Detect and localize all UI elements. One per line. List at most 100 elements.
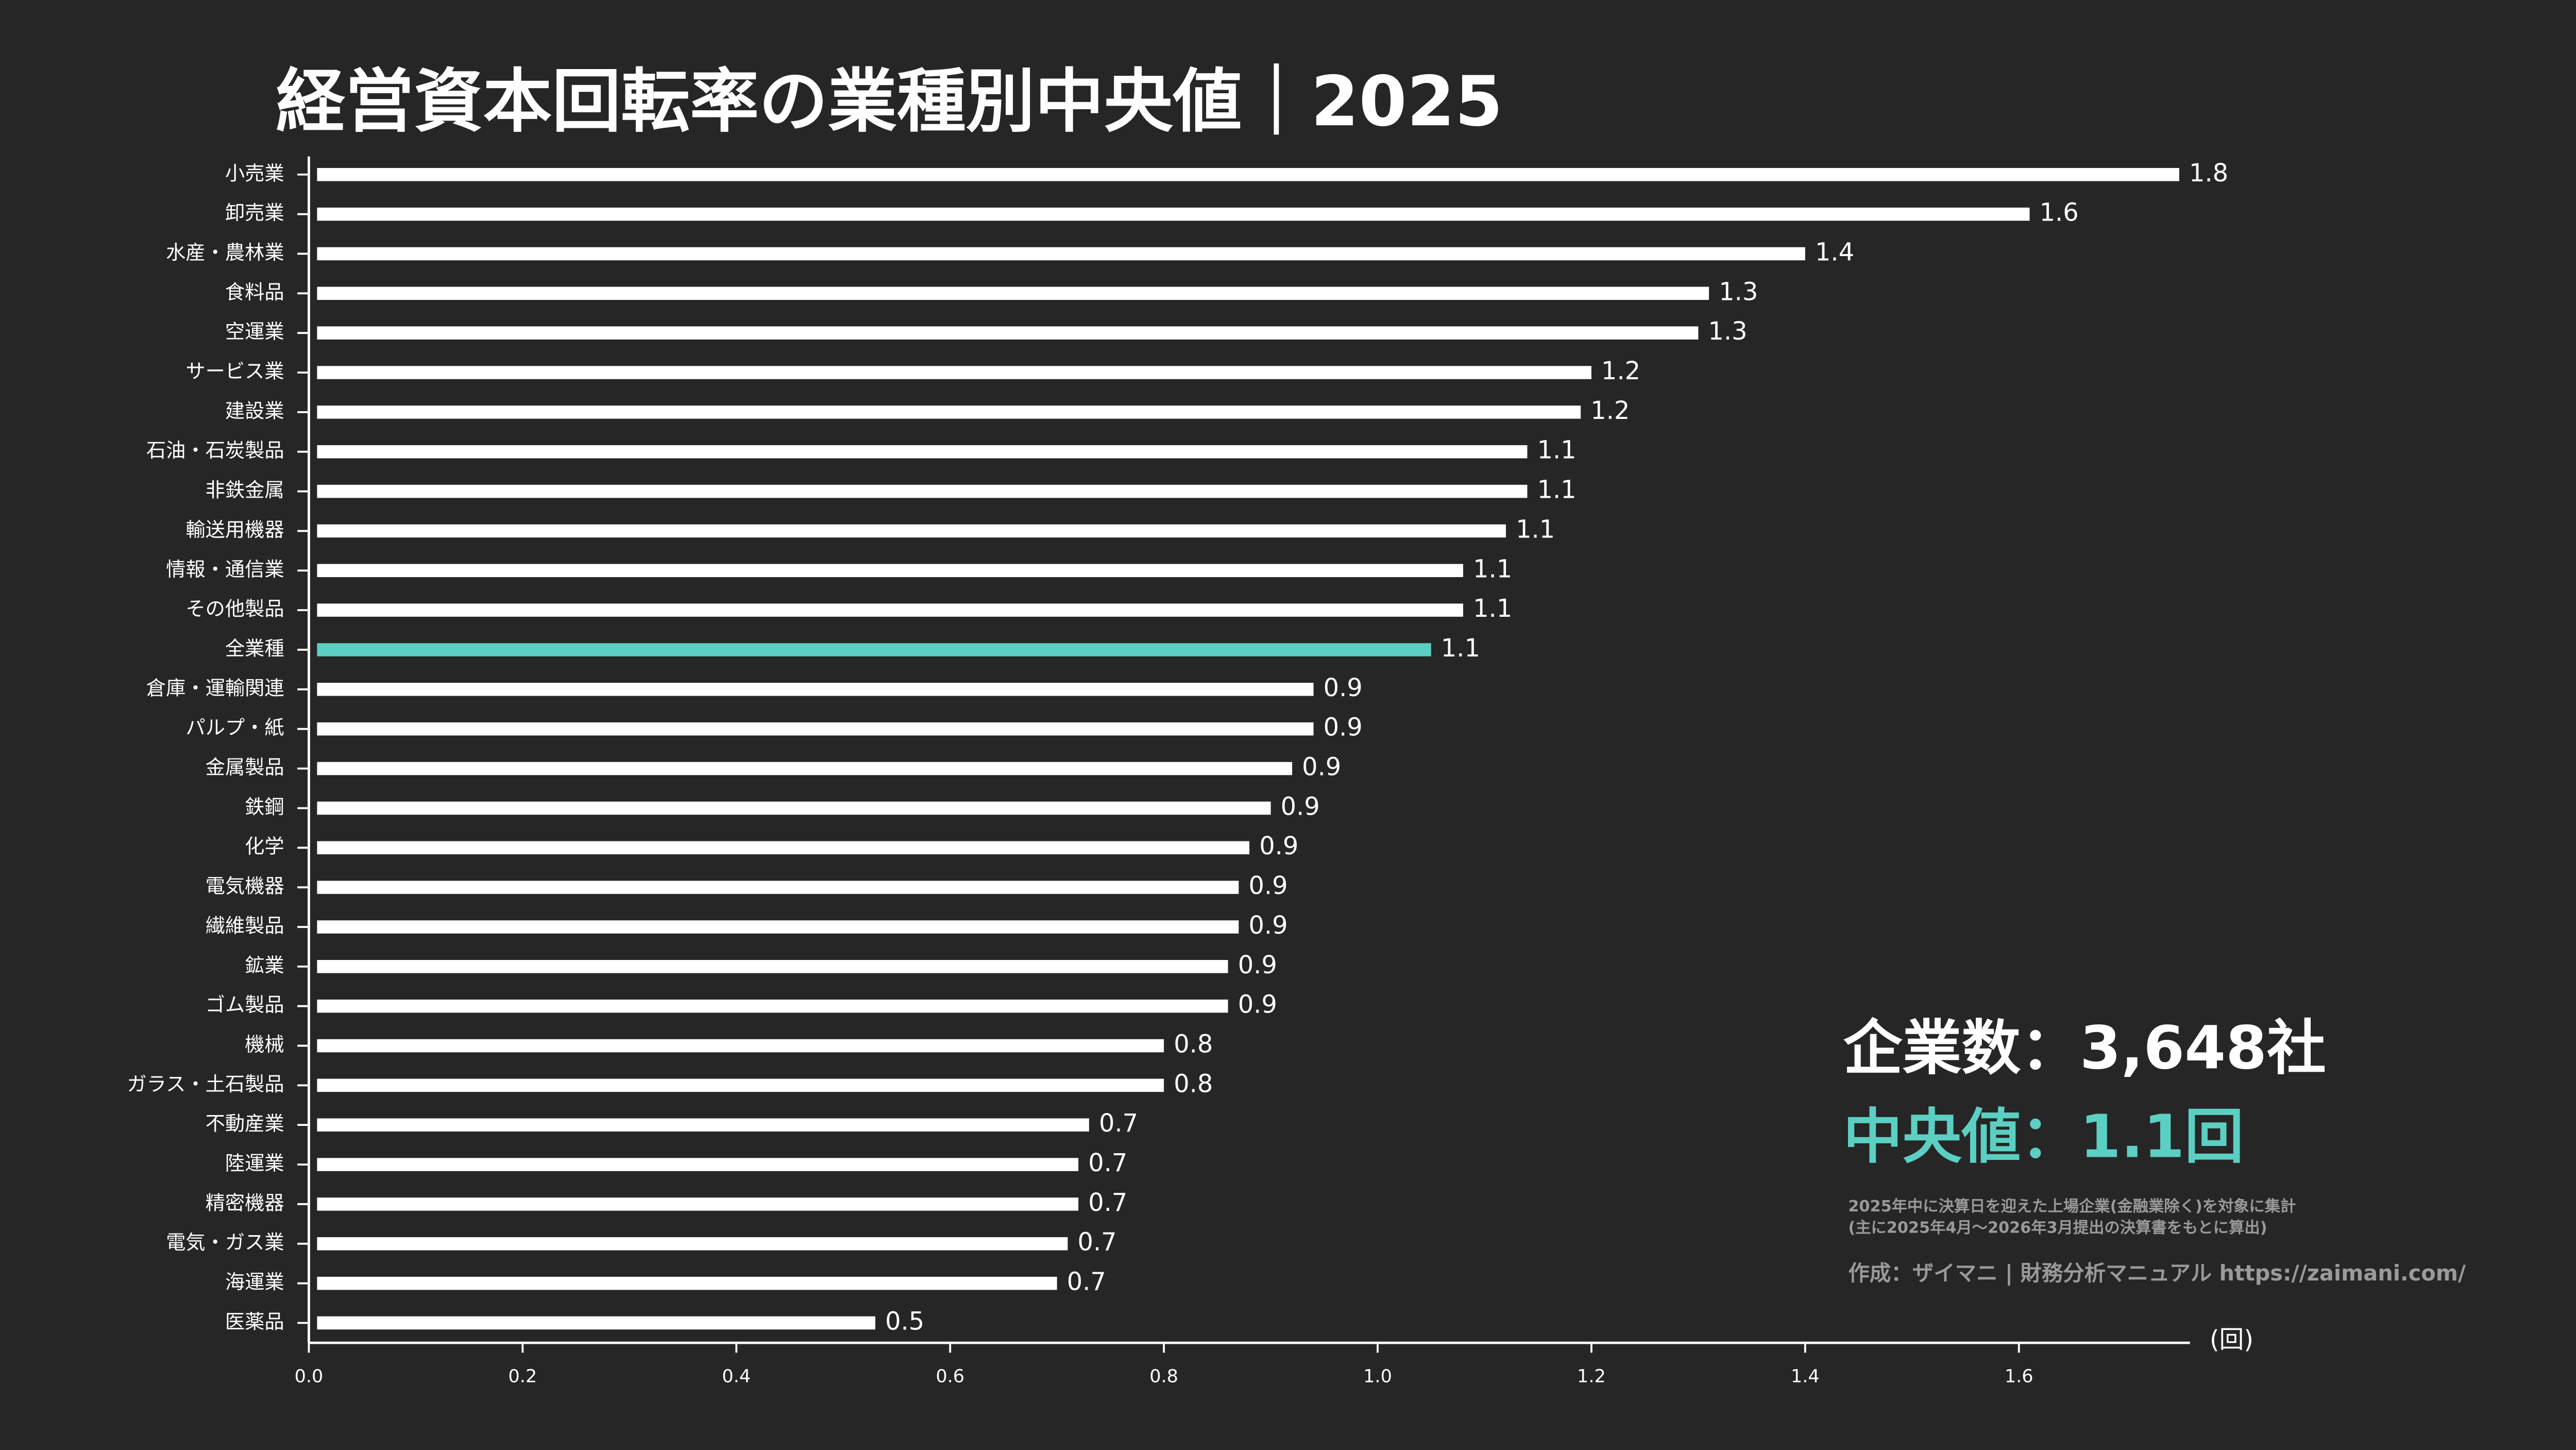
x-tick-label: 1.2 [1577,1366,1606,1387]
category-label: 化学 [245,835,284,858]
plot-area: 小売業 1.8 卸売業 1.6 水産・農林業 1.4 食料品 1.3 空運業 1.3 サービス業 1.… [127,159,2228,1387]
data-label: 0.7 [1088,1189,1127,1217]
category-label: 電気機器 [206,875,284,898]
category-label: 金属製品 [206,756,284,779]
category-label: 石油・石炭製品 [146,439,284,462]
data-label: 0.7 [1099,1109,1138,1138]
unit-label: (回) [2210,1326,2253,1354]
category-label: その他製品 [185,598,284,621]
category-label: 食料品 [225,281,284,304]
bar [317,722,1314,736]
category-label: 繊維製品 [206,914,284,937]
category-label: 機械 [245,1033,284,1056]
credit: 作成：ザイマニ | 財務分析マニュアル https://zaimani.com/ [1848,1261,2466,1286]
data-label: 0.9 [1248,912,1287,940]
data-label: 1.2 [1590,397,1630,425]
bar [317,247,1805,261]
bar [317,207,2030,221]
category-label: 陸運業 [225,1152,284,1175]
data-label: 1.1 [1537,436,1577,465]
bar [317,524,1506,538]
bar [317,841,1250,854]
chart-title: 経営資本回転率の業種別中央値｜2025 [276,61,1503,142]
category-label: 水産・農林業 [166,241,284,264]
category-label: 小売業 [225,162,284,185]
category-label: 不動産業 [206,1112,284,1136]
bar [317,881,1239,894]
bar [317,801,1271,815]
bar [317,286,1709,300]
bar [317,643,1431,656]
bar [317,762,1293,775]
median-value: 中央値：1.1回 [1843,1103,2244,1172]
category-label: 非鉄金属 [206,479,284,502]
bar [317,168,2179,181]
category-label: ゴム製品 [206,993,284,1017]
data-label: 1.1 [1473,595,1512,623]
category-label: 海運業 [225,1271,284,1294]
bar [317,1118,1089,1132]
bar [317,683,1314,696]
data-label: 1.8 [2189,159,2228,188]
bar [317,959,1228,973]
category-label: 鉱業 [245,954,284,977]
data-label: 0.9 [1238,951,1277,980]
category-label: 倉庫・運輸関連 [146,677,284,700]
data-label: 1.1 [1441,634,1480,663]
category-label: 情報・通信業 [166,558,284,581]
category-label: 電気・ガス業 [166,1231,284,1254]
x-tick-label: 0.8 [1149,1366,1178,1387]
bar [317,920,1239,934]
data-label: 0.7 [1088,1149,1127,1177]
data-label: 1.3 [1719,278,1758,306]
bar [317,1237,1068,1251]
x-tick-label: 0.0 [295,1366,324,1387]
bar [317,1198,1079,1211]
category-label: パルプ・紙 [185,716,284,739]
x-tick-label: 0.6 [936,1366,964,1387]
x-tick-label: 0.4 [722,1366,751,1387]
category-label: 精密機器 [206,1191,284,1215]
data-label: 1.2 [1601,357,1640,385]
data-label: 1.1 [1516,515,1555,544]
data-label: 0.9 [1324,674,1363,702]
data-label: 1.4 [1815,238,1854,266]
note-line-2: (主に2025年4月～2026年3月提出の決算書をもとに算出) [1848,1219,2267,1237]
category-label: 建設業 [225,399,284,423]
data-label: 1.1 [1473,555,1512,583]
bar [317,1316,875,1330]
data-label: 0.7 [1078,1228,1117,1257]
data-label: 0.5 [885,1307,924,1336]
bar [317,445,1528,459]
data-label: 0.9 [1238,991,1277,1019]
data-label: 0.8 [1174,1030,1213,1058]
category-label: サービス業 [185,360,284,383]
x-tick-label: 1.0 [1363,1366,1392,1387]
bar [317,1078,1164,1092]
category-label: 卸売業 [225,201,284,225]
bar [317,603,1463,617]
bar [317,326,1699,340]
bar [317,1039,1164,1053]
bar [317,1158,1079,1171]
bar [317,1276,1057,1290]
data-label: 0.9 [1248,872,1287,900]
category-label: 医薬品 [225,1310,284,1334]
company-count: 企業数：3,648社 [1843,1014,2326,1083]
note-line-1: 2025年中に決算日を迎えた上場企業(金融業除く)を対象に集計 [1848,1197,2296,1216]
category-label: 輸送用機器 [185,518,284,542]
bar [317,564,1463,578]
data-label: 1.1 [1537,476,1577,504]
data-label: 1.6 [2040,199,2079,227]
data-label: 1.3 [1708,317,1747,346]
category-label: 空運業 [225,321,284,344]
data-label: 0.7 [1067,1268,1106,1296]
data-label: 0.9 [1259,832,1298,861]
bar [317,406,1581,419]
category-label: 鉄鋼 [245,796,284,819]
bar [317,366,1591,379]
data-label: 0.9 [1324,714,1363,742]
data-label: 0.9 [1281,793,1320,821]
category-label: 全業種 [225,637,284,660]
